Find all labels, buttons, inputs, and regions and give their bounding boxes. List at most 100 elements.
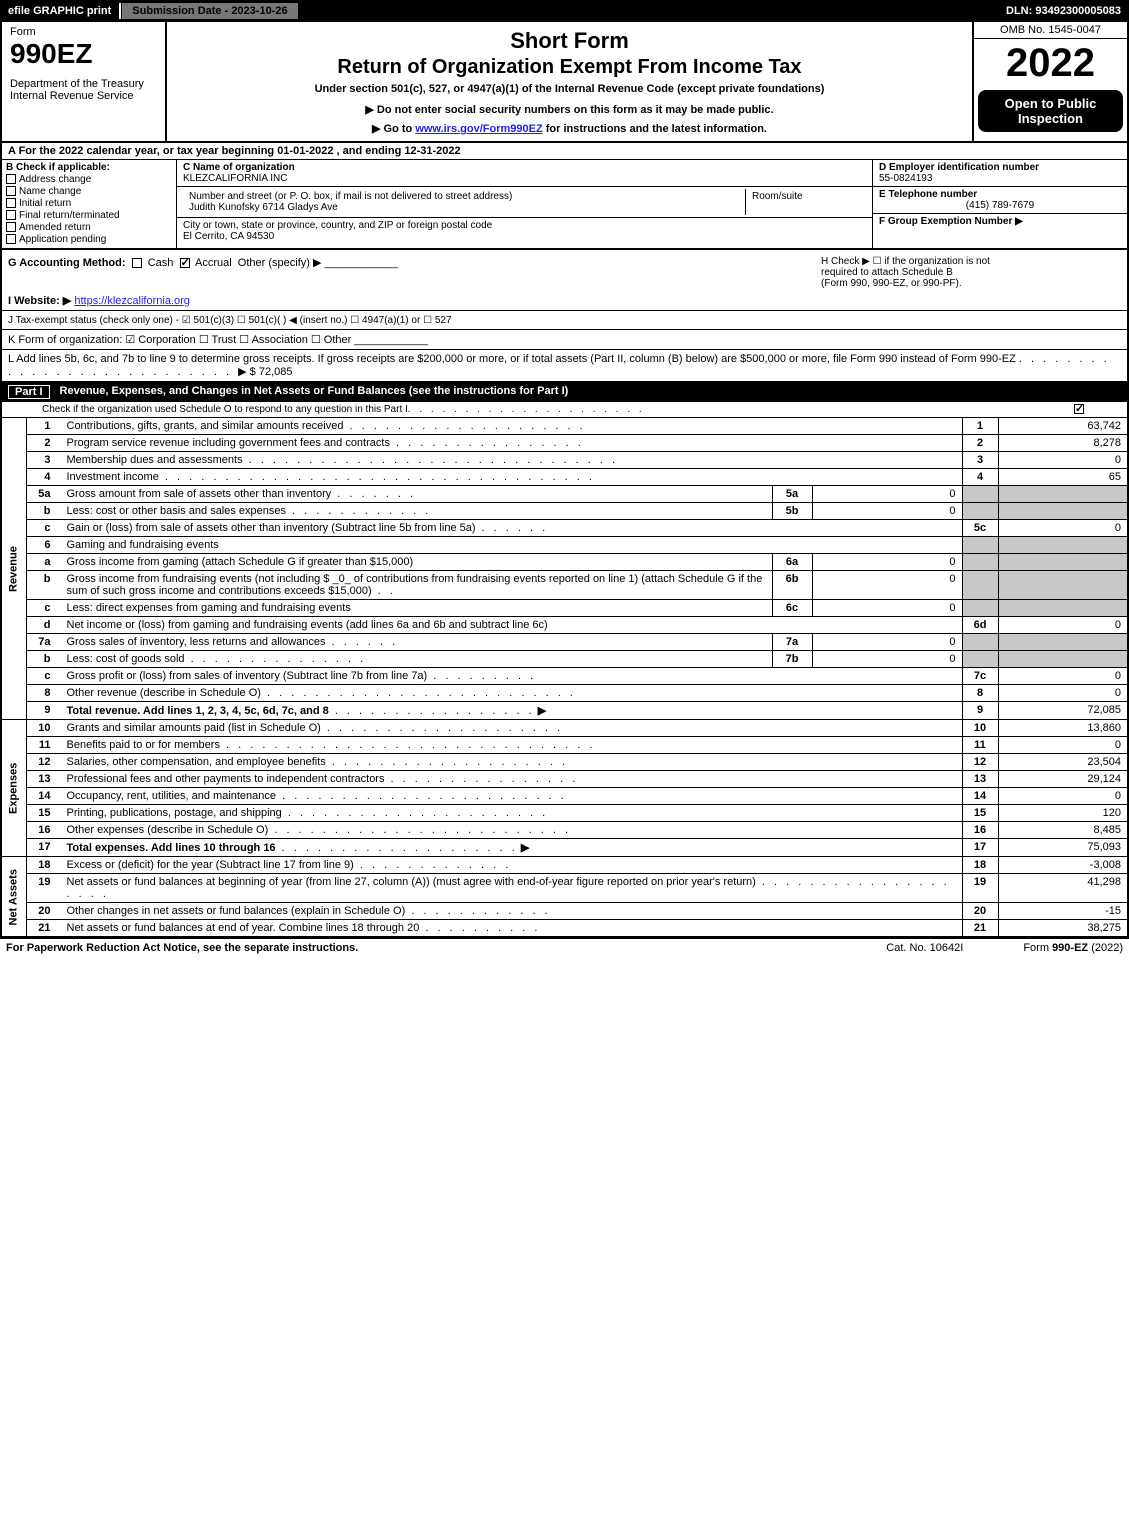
d-label: D Employer identification number — [879, 162, 1039, 173]
cash-checkbox[interactable] — [132, 258, 142, 268]
revenue-vlabel: Revenue — [1, 418, 27, 720]
j-text: J Tax-exempt status (check only one) - ☑… — [8, 315, 452, 326]
city-label: City or town, state or province, country… — [183, 220, 492, 231]
line-4: 4 Investment income . . . . . . . . . . … — [1, 469, 1128, 486]
line-15: 15 Printing, publications, postage, and … — [1, 805, 1128, 822]
line-14: 14 Occupancy, rent, utilities, and maint… — [1, 788, 1128, 805]
line-7a: 7a Gross sales of inventory, less return… — [1, 634, 1128, 651]
l-text: L Add lines 5b, 6c, and 7b to line 9 to … — [8, 353, 1016, 365]
line-6b: b Gross income from fundraising events (… — [1, 571, 1128, 600]
line-6c: c Less: direct expenses from gaming and … — [1, 600, 1128, 617]
footer-catno: Cat. No. 10642I — [886, 942, 963, 954]
c-city-block: City or town, state or province, country… — [177, 218, 872, 244]
line-5c: c Gain or (loss) from sale of assets oth… — [1, 520, 1128, 537]
efile-label[interactable]: efile GRAPHIC print — [0, 3, 121, 19]
line-11: 11 Benefits paid to or for members . . .… — [1, 737, 1128, 754]
open-to-public: Open to Public Inspection — [978, 90, 1123, 132]
column-c: C Name of organization KLEZCALIFORNIA IN… — [177, 160, 872, 248]
h-schedule-b: H Check ▶ ☐ if the organization is not r… — [821, 256, 1121, 289]
check-final-return[interactable]: Final return/terminated — [6, 210, 172, 221]
f-label: F Group Exemption Number ▶ — [879, 216, 1023, 227]
form-number: 990EZ — [10, 38, 157, 70]
check-application-pending[interactable]: Application pending — [6, 234, 172, 245]
row-l-gross-receipts: L Add lines 5b, 6c, and 7b to line 9 to … — [0, 349, 1129, 382]
line-3: 3 Membership dues and assessments . . . … — [1, 452, 1128, 469]
k-text: K Form of organization: ☑ Corporation ☐ … — [8, 334, 351, 346]
part-i-subhead: Check if the organization used Schedule … — [0, 402, 1129, 417]
under-section: Under section 501(c), 527, or 4947(a)(1)… — [177, 83, 962, 95]
line-9: 9 Total revenue. Add lines 1, 2, 3, 4, 5… — [1, 702, 1128, 720]
room-label: Room/suite — [752, 191, 803, 202]
dln-number: DLN: 93492300005083 — [998, 3, 1129, 19]
expenses-vlabel: Expenses — [1, 720, 27, 857]
header-left: Form 990EZ Department of the Treasury In… — [2, 22, 167, 141]
line-5b: b Less: cost or other basis and sales ex… — [1, 503, 1128, 520]
website-link[interactable]: https://klezcalifornia.org — [74, 295, 190, 307]
e-label: E Telephone number — [879, 189, 977, 200]
line-5a: 5a Gross amount from sale of assets othe… — [1, 486, 1128, 503]
part-i-title: Revenue, Expenses, and Changes in Net As… — [60, 385, 1121, 399]
netassets-vlabel: Net Assets — [1, 857, 27, 938]
i-label: I Website: ▶ — [8, 295, 71, 307]
line-2: 2 Program service revenue including gove… — [1, 435, 1128, 452]
tax-year: 2022 — [974, 39, 1127, 88]
do-not-enter: ▶ Do not enter social security numbers o… — [177, 103, 962, 116]
column-def: D Employer identification number 55-0824… — [872, 160, 1127, 248]
line-10: Expenses 10 Grants and similar amounts p… — [1, 720, 1128, 737]
line-6a: a Gross income from gaming (attach Sched… — [1, 554, 1128, 571]
part-i-sub: Check if the organization used Schedule … — [42, 404, 408, 415]
line-1: Revenue 1 Contributions, gifts, grants, … — [1, 418, 1128, 435]
ein-value: 55-0824193 — [879, 173, 932, 184]
line-13: 13 Professional fees and other payments … — [1, 771, 1128, 788]
c-name-label: C Name of organization — [183, 162, 295, 173]
line-6d: d Net income or (loss) from gaming and f… — [1, 617, 1128, 634]
short-form-title: Short Form — [177, 28, 962, 54]
irs-link[interactable]: www.irs.gov/Form990EZ — [415, 123, 542, 135]
g-accounting: G Accounting Method: Cash Accrual Other … — [8, 256, 821, 289]
return-title: Return of Organization Exempt From Incom… — [177, 56, 962, 79]
c-name-block: C Name of organization KLEZCALIFORNIA IN… — [177, 160, 872, 187]
part-i-checkbox[interactable] — [1074, 404, 1084, 414]
b-header: B Check if applicable: — [6, 162, 172, 173]
row-j-tax-exempt: J Tax-exempt status (check only one) - ☑… — [0, 310, 1129, 329]
line-7b: b Less: cost of goods sold . . . . . . .… — [1, 651, 1128, 668]
goto-instructions: ▶ Go to www.irs.gov/Form990EZ for instru… — [177, 122, 962, 135]
footer-paperwork: For Paperwork Reduction Act Notice, see … — [6, 942, 358, 954]
line-17: 17 Total expenses. Add lines 10 through … — [1, 839, 1128, 857]
org-name: KLEZCALIFORNIA INC — [183, 173, 287, 184]
c-street-block: Number and street (or P. O. box, if mail… — [177, 187, 872, 218]
header-center: Short Form Return of Organization Exempt… — [167, 22, 972, 141]
f-group-block: F Group Exemption Number ▶ — [873, 214, 1127, 229]
page-footer: For Paperwork Reduction Act Notice, see … — [0, 938, 1129, 957]
accrual-checkbox[interactable] — [180, 258, 190, 268]
part-i-number: Part I — [8, 385, 50, 399]
top-bar: efile GRAPHIC print Submission Date - 20… — [0, 0, 1129, 22]
street-label: Number and street (or P. O. box, if mail… — [189, 191, 512, 202]
part-i-header: Part I Revenue, Expenses, and Changes in… — [0, 382, 1129, 402]
line-18: Net Assets 18 Excess or (deficit) for th… — [1, 857, 1128, 874]
g-label: G Accounting Method: — [8, 257, 126, 269]
row-k-form-org: K Form of organization: ☑ Corporation ☐ … — [0, 329, 1129, 349]
submission-date: Submission Date - 2023-10-26 — [121, 2, 298, 20]
footer-formno: Form 990-EZ (2022) — [1023, 942, 1123, 954]
check-initial-return[interactable]: Initial return — [6, 198, 172, 209]
line-7c: c Gross profit or (loss) from sales of i… — [1, 668, 1128, 685]
check-amended-return[interactable]: Amended return — [6, 222, 172, 233]
line-6: 6 Gaming and fundraising events — [1, 537, 1128, 554]
street-address: Judith Kunofsky 6714 Gladys Ave — [189, 202, 338, 213]
line-20: 20 Other changes in net assets or fund b… — [1, 903, 1128, 920]
form-label: Form — [10, 26, 157, 38]
header-right: OMB No. 1545-0047 2022 Open to Public In… — [972, 22, 1127, 141]
city-state-zip: El Cerrito, CA 94530 — [183, 231, 274, 242]
check-name-change[interactable]: Name change — [6, 186, 172, 197]
check-address-change[interactable]: Address change — [6, 174, 172, 185]
d-ein-block: D Employer identification number 55-0824… — [873, 160, 1127, 187]
line-12: 12 Salaries, other compensation, and emp… — [1, 754, 1128, 771]
department: Department of the Treasury Internal Reve… — [10, 78, 157, 102]
revenue-table: Revenue 1 Contributions, gifts, grants, … — [0, 417, 1129, 938]
e-phone-block: E Telephone number (415) 789-7679 — [873, 187, 1127, 214]
goto-pre: ▶ Go to — [372, 123, 415, 135]
row-i-website: I Website: ▶ https://klezcalifornia.org — [0, 291, 1129, 310]
form-header: Form 990EZ Department of the Treasury In… — [0, 22, 1129, 143]
l-amount: ▶ $ 72,085 — [238, 366, 292, 378]
